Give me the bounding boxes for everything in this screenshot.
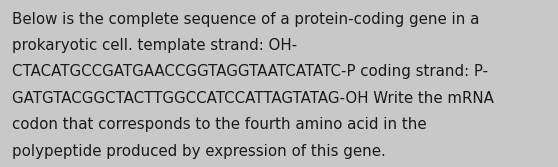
Text: codon that corresponds to the fourth amino acid in the: codon that corresponds to the fourth ami… (12, 117, 427, 132)
Text: prokaryotic cell. template strand: OH-: prokaryotic cell. template strand: OH- (12, 38, 297, 53)
Text: polypeptide produced by expression of this gene.: polypeptide produced by expression of th… (12, 144, 386, 159)
Text: Below is the complete sequence of a protein-coding gene in a: Below is the complete sequence of a prot… (12, 12, 480, 27)
Text: CTACATGCCGATGAACCGGTAGGTAATCATATC-P coding strand: P-: CTACATGCCGATGAACCGGTAGGTAATCATATC-P codi… (12, 64, 488, 79)
Text: GATGTACGGCTACTTGGCCATCCATTAGTATAG-OH Write the mRNA: GATGTACGGCTACTTGGCCATCCATTAGTATAG-OH Wri… (12, 91, 494, 106)
